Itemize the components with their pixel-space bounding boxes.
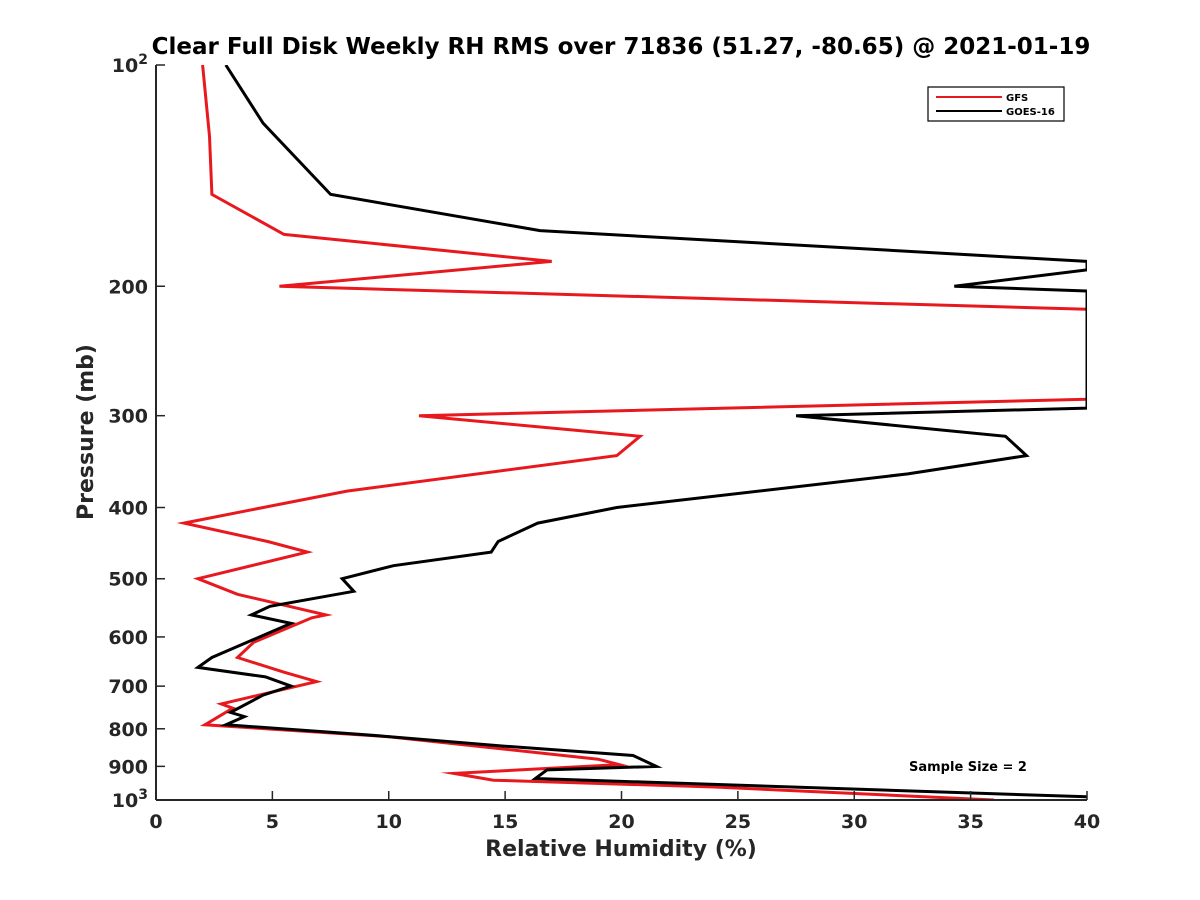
legend-box	[927, 86, 1065, 122]
y-tick-label: 102	[112, 52, 148, 77]
y-ticks: 102 200 300 400 500 600 700 800 900 103	[108, 52, 165, 812]
y-axis-label: Pressure (mb)	[74, 344, 99, 520]
y-tick-label: 700	[108, 676, 148, 698]
y-tick-label: 103	[112, 787, 148, 812]
x-tick-label: 25	[725, 811, 751, 833]
x-tick-label: 30	[841, 811, 867, 833]
x-tick-label: 5	[266, 811, 279, 833]
x-tick-label: 0	[149, 811, 162, 833]
y-tick-label: 200	[108, 276, 148, 298]
series-line-gfs	[176, 65, 1087, 800]
series-line-goes16	[193, 65, 1087, 799]
x-tick-label: 20	[608, 811, 634, 833]
series-layer	[176, 65, 1087, 800]
x-ticks: 0 5 10 15 20 25 30 35 40	[149, 791, 1100, 833]
y-tick-label: 400	[108, 498, 148, 520]
x-tick-label: 10	[376, 811, 402, 833]
x-tick-label: 35	[957, 811, 983, 833]
y-tick-label: 800	[108, 719, 148, 741]
chart-title: Clear Full Disk Weekly RH RMS over 71836…	[152, 34, 1091, 60]
x-axis-label: Relative Humidity (%)	[485, 837, 757, 862]
y-tick-label: 900	[108, 756, 148, 778]
y-tick-label: 500	[108, 569, 148, 591]
legend-label-gfs: GFS	[1006, 93, 1028, 104]
legend: GFS GOES-16	[927, 86, 1065, 122]
y-tick-label: 600	[108, 627, 148, 649]
legend-label-goes16: GOES-16	[1006, 107, 1055, 118]
x-tick-label: 40	[1074, 811, 1100, 833]
x-tick-label: 15	[492, 811, 518, 833]
sample-size-annotation: Sample Size = 2	[909, 760, 1027, 775]
y-tick-label: 300	[108, 406, 148, 428]
